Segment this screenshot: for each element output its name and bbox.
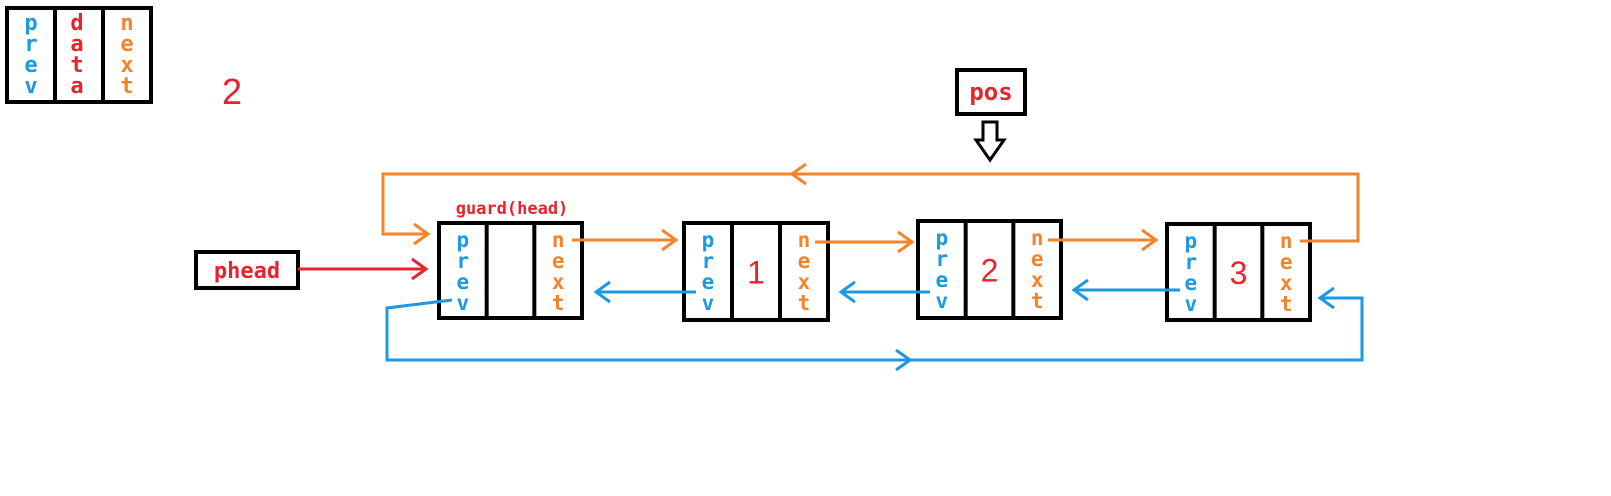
node-box <box>916 219 1063 320</box>
node-box <box>437 221 584 320</box>
nodes-group: p r e v n e x t p r e v n e x t 1 p r e v n e x t 2 p r e v n e x t 3 <box>437 219 1312 322</box>
next-links <box>381 162 1360 254</box>
phead-label: phead <box>214 259 280 284</box>
node-data-value: 2 <box>981 253 999 289</box>
node-data-value: 3 <box>1230 255 1248 291</box>
node-3: p r e v n e x t 3 <box>1165 222 1312 322</box>
node-1: p r e v n e x t 1 <box>682 221 830 322</box>
guard-label: guard(head) <box>456 199 569 219</box>
node-data-value: 1 <box>747 255 765 291</box>
pos-pointer: pos <box>955 68 1027 163</box>
node-2: p r e v n e x t 2 <box>916 219 1063 320</box>
pos-down-arrow <box>973 120 1007 163</box>
pos-label: pos <box>969 78 1012 106</box>
phead-pointer: phead <box>194 250 429 290</box>
node-box <box>682 221 830 322</box>
guard-node: p r e v n e x t <box>437 221 584 320</box>
next-link-3-to-guard <box>381 172 1360 243</box>
prev-link-guard-to-3 <box>385 296 1364 362</box>
prev-links <box>385 278 1364 372</box>
node-box <box>1165 222 1312 322</box>
top-number: 2 <box>222 71 242 112</box>
